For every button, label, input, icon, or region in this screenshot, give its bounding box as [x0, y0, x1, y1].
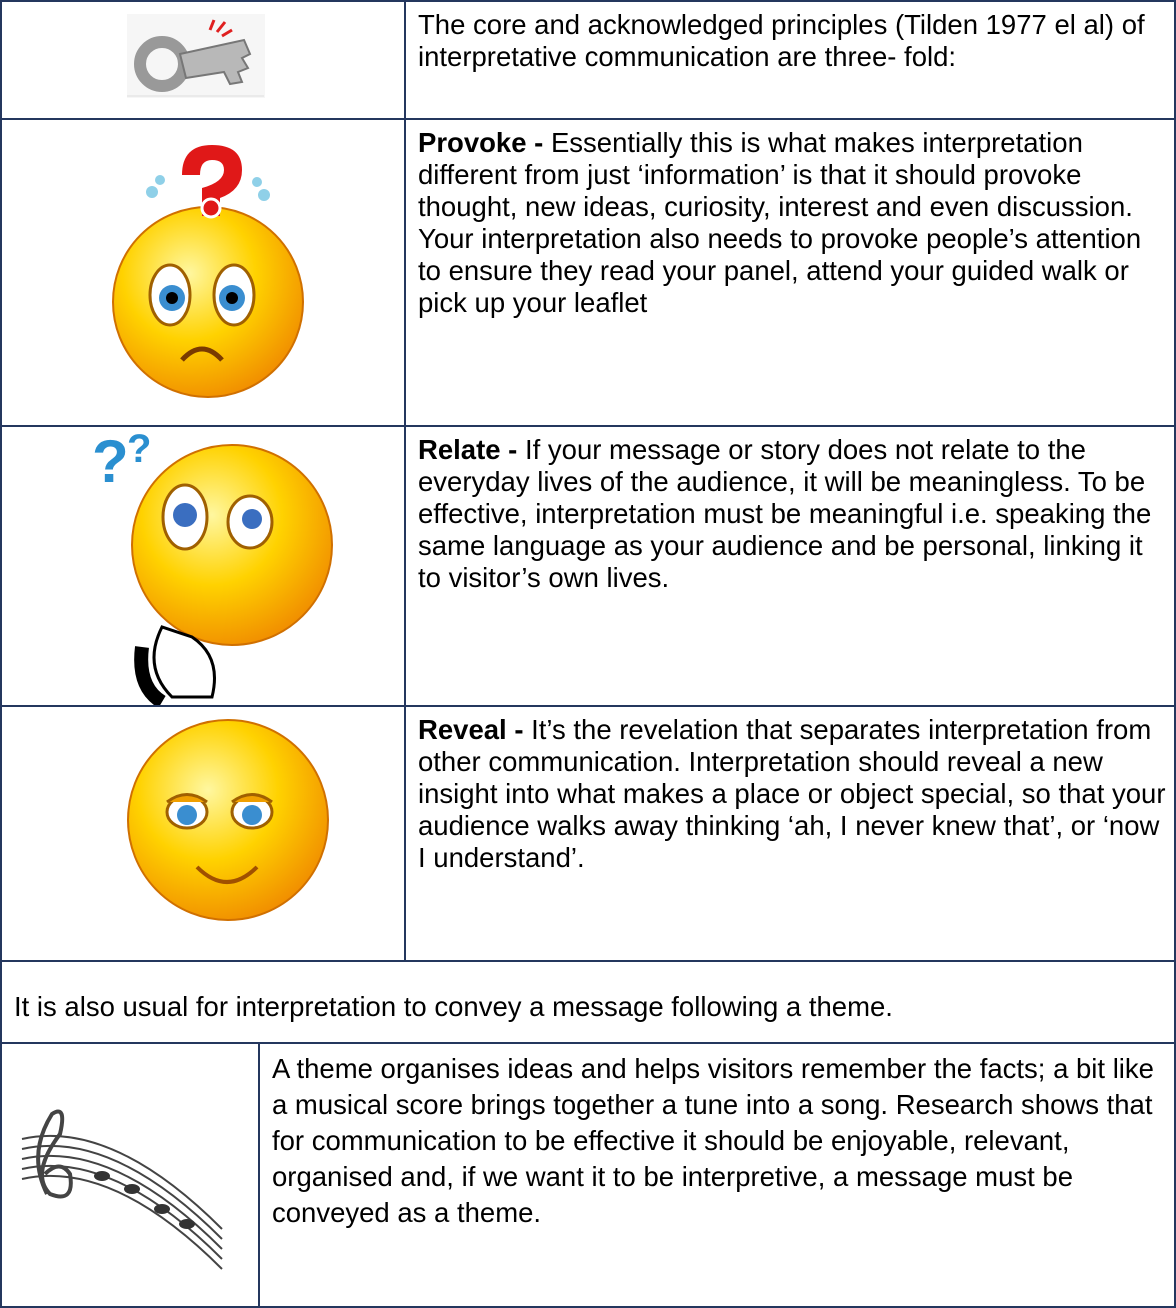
provoke-face: [112, 145, 304, 398]
text-cell: A theme organises ideas and helps visito…: [258, 1042, 1176, 1308]
term: Reveal -: [418, 714, 524, 745]
term: Provoke -: [418, 127, 544, 158]
paragraph: If your message or story does not relate…: [418, 434, 1152, 593]
key-icon: [127, 14, 265, 98]
text-cell: Relate - If your message or story does n…: [404, 425, 1176, 707]
icon-cell: [0, 705, 406, 962]
note-cell: It is also usual for interpretation to c…: [0, 960, 1176, 1044]
svg-text:?: ?: [127, 427, 151, 471]
music-icon: [21, 1109, 223, 1270]
relate-face: ? ?: [92, 427, 333, 705]
paragraph: It is also usual for interpretation to c…: [14, 991, 893, 1022]
paragraph: Essentially this is what makes interpret…: [418, 127, 1142, 318]
icon-cell: [0, 1042, 260, 1308]
icon-cell: ? ?: [0, 425, 406, 707]
icon-cell: [0, 0, 406, 120]
paragraph: The core and acknowledged principles (Ti…: [418, 9, 1145, 72]
paragraph: It’s the revelation that separates inter…: [418, 714, 1166, 873]
svg-text:?: ?: [92, 428, 129, 495]
paragraph: A theme organises ideas and helps visito…: [272, 1053, 1154, 1228]
text-cell: Provoke - Essentially this is what makes…: [404, 118, 1176, 427]
term: Relate -: [418, 434, 518, 465]
text-cell: The core and acknowledged principles (Ti…: [404, 0, 1176, 120]
icon-cell: [0, 118, 406, 427]
reveal-face: [127, 719, 329, 921]
text-cell: Reveal - It’s the revelation that separa…: [404, 705, 1176, 962]
